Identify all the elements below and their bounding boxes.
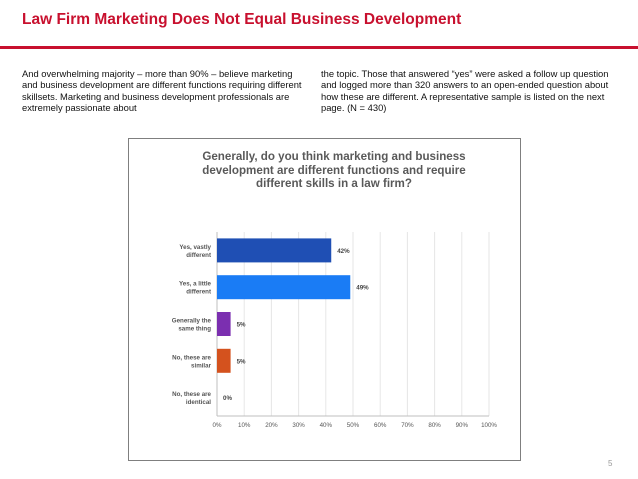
x-tick-label: 60% [374, 422, 387, 429]
x-tick-label: 40% [320, 422, 333, 429]
x-tick-label: 30% [292, 422, 305, 429]
x-tick-label: 20% [265, 422, 278, 429]
x-tick-label: 50% [347, 422, 360, 429]
title-divider [0, 46, 638, 49]
bar [217, 312, 231, 336]
bar [217, 275, 351, 300]
category-label: No, these are similar [172, 354, 211, 369]
category-label: Yes, vastly different [179, 244, 211, 259]
category-label: Generally the same thing [172, 318, 212, 333]
intro-paragraph-left: And overwhelming majority – more than 90… [22, 68, 302, 113]
x-tick-label: 0% [213, 422, 222, 429]
x-tick-label: 80% [428, 422, 441, 429]
bar [217, 348, 231, 373]
chart-title: Generally, do you think marketing and bu… [202, 150, 466, 191]
data-label: 49% [356, 285, 369, 292]
x-tick-label: 100% [481, 422, 497, 429]
data-label: 5% [237, 322, 246, 329]
data-label: 0% [223, 395, 232, 402]
data-label: 42% [337, 248, 350, 255]
intro-paragraph-right: the topic. Those that answered “yes” wer… [321, 68, 609, 113]
page-number: 5 [608, 459, 613, 468]
category-label: No, these are identical [172, 391, 211, 406]
bar-chart: 0% 10% 20% 30% 40% 50% 60% 70% 80% 90% 100% Yes, va… [172, 232, 497, 429]
x-tick-label: 90% [456, 422, 469, 429]
category-label: Yes, a little different [179, 281, 212, 296]
chart-container: Generally, do you think marketing and bu… [128, 138, 521, 461]
bar [217, 238, 332, 263]
x-tick-label: 70% [401, 422, 414, 429]
data-label: 5% [237, 358, 246, 365]
x-tick-label: 10% [238, 422, 251, 429]
slide-title: Law Firm Marketing Does Not Equal Busine… [22, 11, 462, 28]
